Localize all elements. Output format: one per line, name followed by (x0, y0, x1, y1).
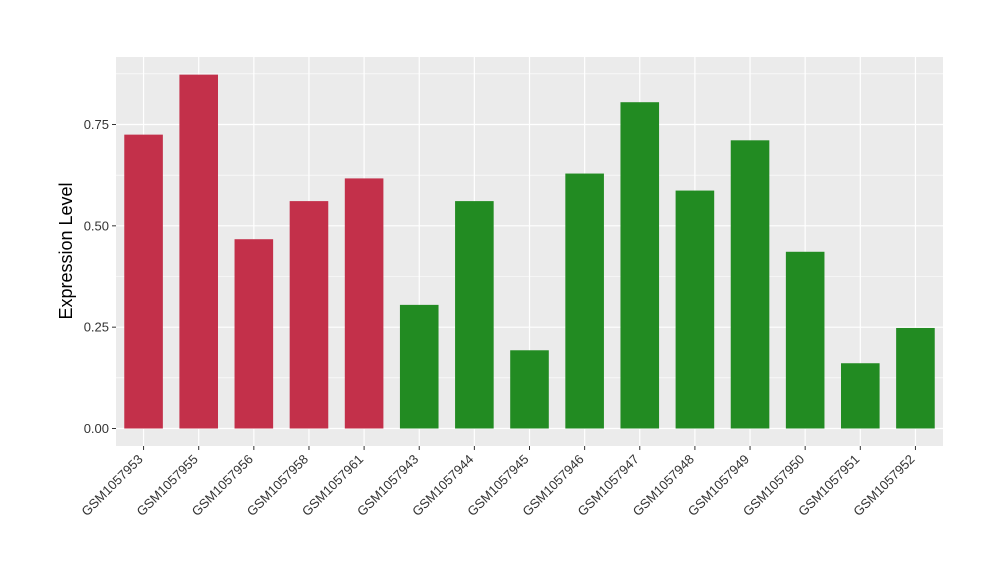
bar-GSM1057952 (896, 327, 935, 429)
y-tick-label: 0.50 (84, 218, 109, 233)
bar-GSM1057951 (841, 363, 880, 429)
bar-GSM1057944 (455, 201, 494, 429)
bar-GSM1057949 (730, 140, 770, 429)
bar-GSM1057948 (675, 190, 715, 429)
bar-GSM1057945 (510, 350, 549, 429)
y-axis: 0.00 0.25 0.50 0.75 (84, 117, 116, 436)
y-axis-title: Expression Level (56, 182, 76, 319)
bar-GSM1057946 (565, 173, 604, 429)
bar-GSM1057955 (179, 74, 218, 429)
bar-GSM1057956 (234, 239, 274, 429)
bars (124, 74, 935, 429)
x-axis: GSM1057953GSM1057955GSM1057956GSM1057958… (78, 446, 918, 519)
bar-GSM1057958 (289, 201, 329, 429)
bar-GSM1057943 (399, 304, 439, 429)
bar-GSM1057961 (344, 178, 384, 429)
y-tick-label: 0.25 (84, 320, 109, 335)
bar-GSM1057953 (124, 134, 163, 429)
y-tick-label: 0.75 (84, 117, 109, 132)
y-tick-label: 0.00 (84, 421, 109, 436)
bar-GSM1057950 (785, 251, 825, 429)
bar-GSM1057947 (620, 102, 660, 429)
